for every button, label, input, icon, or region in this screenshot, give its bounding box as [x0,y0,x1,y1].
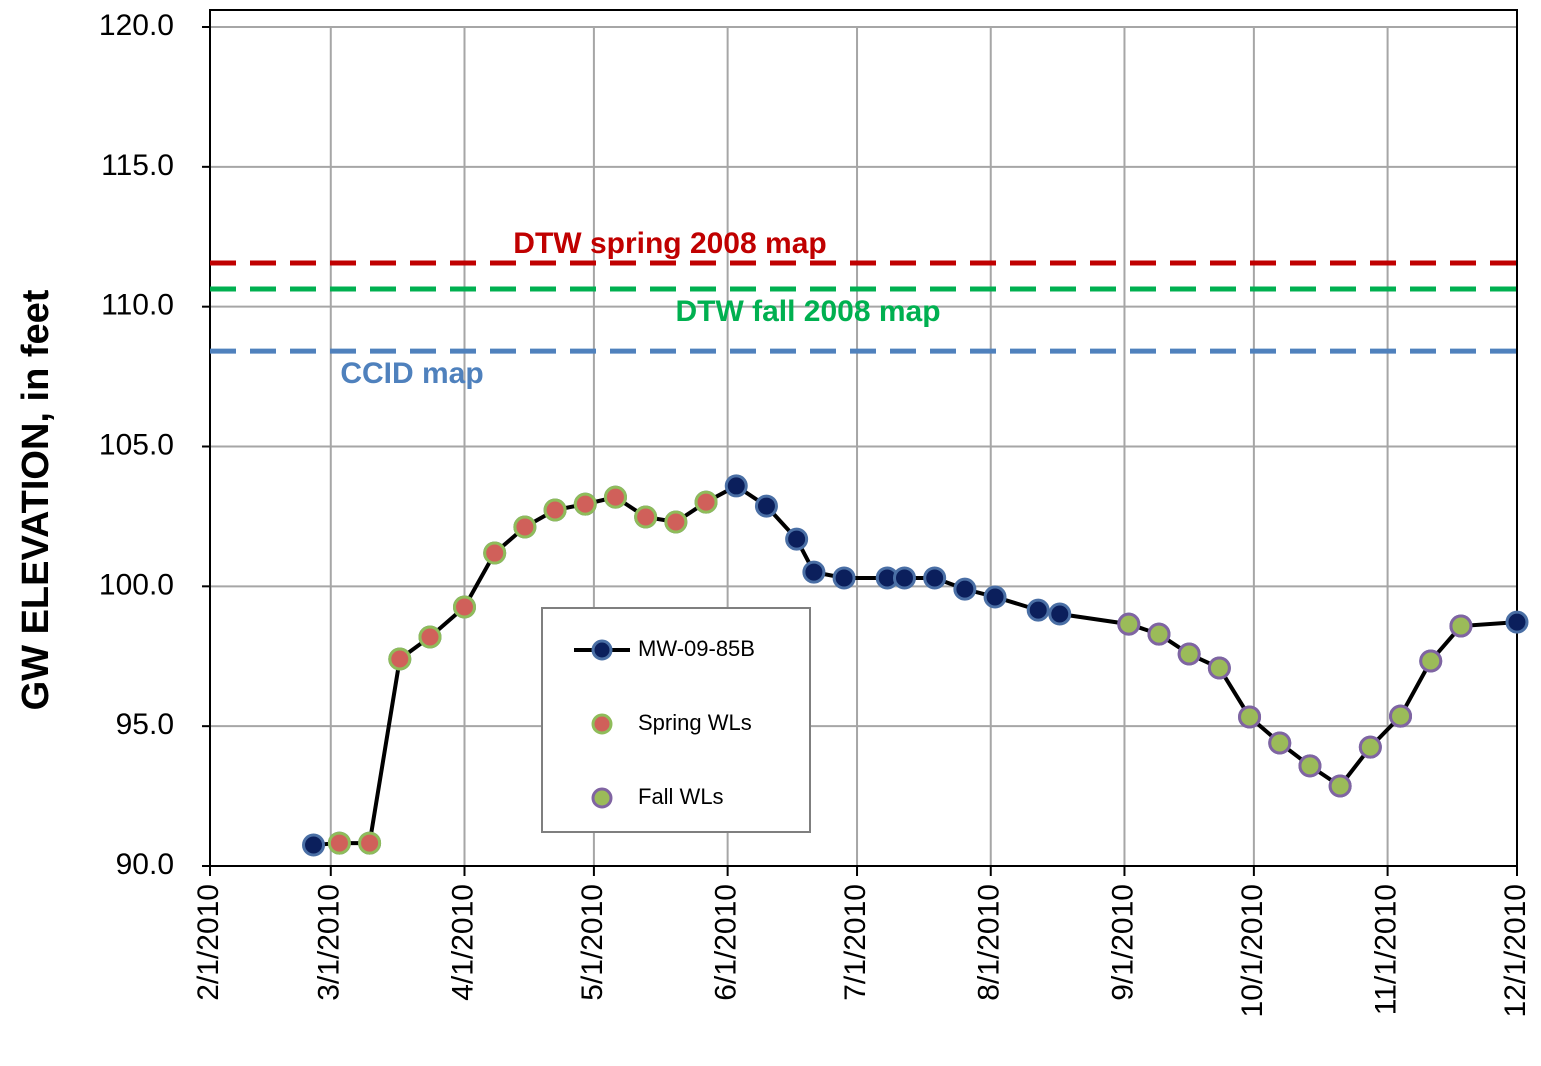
data-point [983,585,1007,609]
data-point [1207,656,1231,680]
reference-label: DTW spring 2008 map [513,227,826,260]
legend-marker [591,787,613,809]
y-axis-label: GW ELEVATION, in feet [15,289,57,710]
data-point [923,566,947,590]
legend-box [541,607,811,833]
data-point [1048,602,1072,626]
x-tick-label: 5/1/2010 [576,884,609,1001]
data-point [1328,774,1352,798]
data-point [1117,612,1141,636]
x-tick-label: 11/1/2010 [1370,884,1403,1015]
data-point [785,527,809,551]
legend-marker [591,639,613,661]
data-point [1026,598,1050,622]
x-tick-label: 6/1/2010 [710,884,743,1001]
x-tick-label: 12/1/2010 [1499,884,1532,1017]
data-point [543,498,567,522]
data-point [327,831,351,855]
data-point [1177,642,1201,666]
data-point [452,595,476,619]
legend-label: Spring WLs [638,710,752,735]
data-point [1449,614,1473,638]
y-tick-label: 95.0 [116,708,174,741]
data-point [664,510,688,534]
data-point [634,505,658,529]
data-point [754,494,778,518]
legend-label: MW-09-85B [638,636,755,661]
data-point [418,625,442,649]
data-point [1389,704,1413,728]
legend: MW-09-85B Spring WLs Fall WLs [541,607,811,833]
data-point [513,515,537,539]
data-point [953,577,977,601]
reference-label: CCID map [340,357,483,390]
x-tick-label: 4/1/2010 [446,884,479,1001]
data-point [1358,735,1382,759]
y-tick-label: 90.0 [116,848,174,881]
x-tick-label: 8/1/2010 [973,884,1006,1001]
data-point [302,833,326,857]
data-point [573,492,597,516]
data-point [802,560,826,584]
data-point [1268,731,1292,755]
data-point [892,566,916,590]
data-point [358,831,382,855]
y-tick-label: 115.0 [101,149,174,182]
y-tick-label: 100.0 [99,568,174,601]
x-tick-label: 9/1/2010 [1106,884,1139,1001]
y-tick-label: 110.0 [101,289,174,322]
data-point [388,647,412,671]
data-point [483,541,507,565]
y-tick-label: 120.0 [99,9,174,42]
plot-frame [209,9,1518,867]
data-point [1147,622,1171,646]
legend-label: Fall WLs [638,784,724,809]
data-point [1298,754,1322,778]
x-tick-label: 2/1/2010 [192,884,225,1001]
data-point [1505,610,1529,634]
data-point [1238,705,1262,729]
data-point [694,490,718,514]
data-point [603,485,627,509]
x-tick-label: 10/1/2010 [1236,884,1269,1017]
x-tick-label: 7/1/2010 [839,884,872,1001]
data-point [832,566,856,590]
data-point [1419,649,1443,673]
legend-marker [591,713,613,735]
data-point [724,474,748,498]
reference-label: DTW fall 2008 map [675,295,940,328]
y-tick-label: 105.0 [99,428,174,461]
x-tick-label: 3/1/2010 [313,884,346,1001]
